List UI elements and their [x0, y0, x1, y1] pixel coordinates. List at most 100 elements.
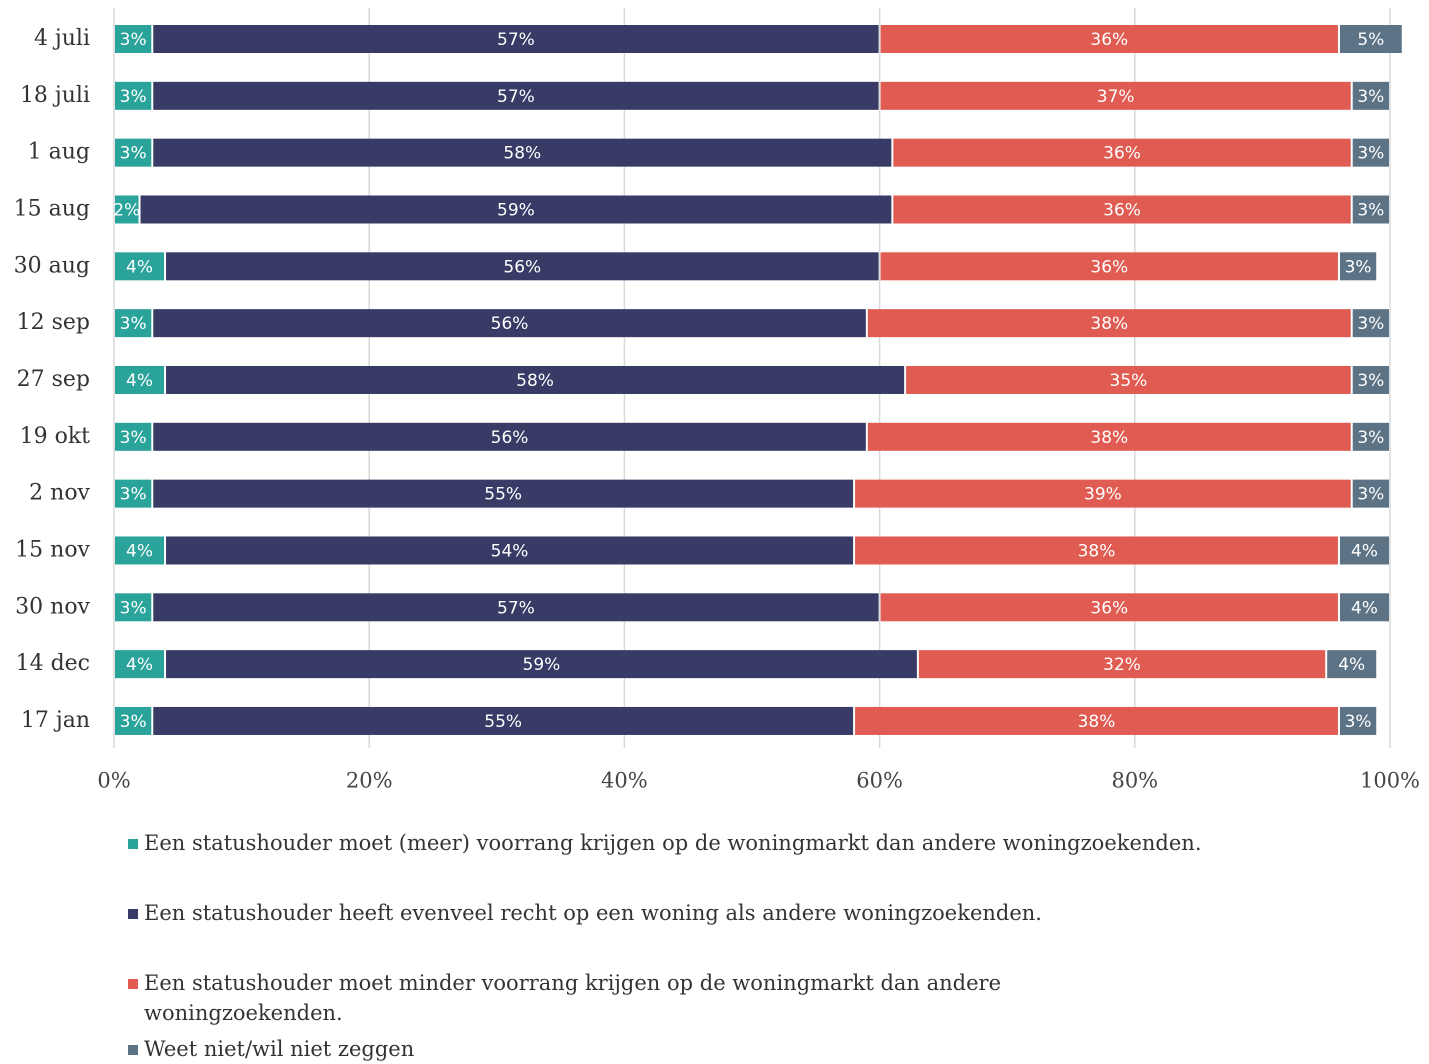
bar-segment [1339, 252, 1377, 281]
data-label: 32% [1103, 655, 1141, 675]
bar-segment [1352, 138, 1389, 167]
y-tick-label: 18 juli [20, 83, 90, 108]
data-label: 56% [503, 257, 541, 277]
bar-segment [115, 365, 165, 394]
bar-segment [893, 138, 1351, 167]
y-tick-label: 17 jan [21, 708, 90, 733]
data-label: 39% [1084, 485, 1122, 505]
y-tick-label: 27 sep [17, 367, 90, 392]
data-label: 56% [491, 314, 529, 334]
data-label: 4% [1338, 655, 1365, 675]
bar-segment [880, 81, 1351, 110]
legend-item: Weet niet/wil niet zeggen [128, 1034, 1328, 1064]
bar-segment [115, 422, 152, 451]
bar-segment [867, 422, 1351, 451]
data-label: 36% [1103, 144, 1141, 164]
data-label: 3% [1345, 712, 1372, 732]
data-label: 3% [120, 144, 147, 164]
bar-segment [1352, 365, 1389, 394]
bar-segment [115, 138, 152, 167]
data-label: 3% [120, 712, 147, 732]
data-label: 3% [120, 428, 147, 448]
bar-segment [1339, 593, 1389, 622]
data-label: 5% [1357, 30, 1384, 50]
bar-segment [115, 536, 165, 565]
bar-segment [153, 25, 879, 53]
data-label: 57% [497, 87, 535, 107]
y-tick-label: 15 aug [14, 196, 90, 221]
bar-segment [115, 593, 152, 622]
bar-segment [115, 25, 152, 53]
bar-segment [880, 25, 1338, 53]
bar-segment [115, 195, 139, 224]
bar-segment [153, 422, 866, 451]
data-label: 59% [497, 200, 535, 220]
y-tick-label: 1 aug [28, 140, 90, 165]
bar-segment [115, 81, 152, 110]
legend-label: Een statushouder moet (meer) voorrang kr… [144, 831, 1202, 855]
bar-segment [115, 252, 165, 281]
bar-segment [855, 706, 1338, 735]
data-label: 55% [484, 712, 522, 732]
bar-segment [153, 593, 879, 622]
legend-swatch [128, 1045, 138, 1055]
data-label: 56% [491, 428, 529, 448]
bar-segment [1339, 25, 1402, 53]
bar-segment [166, 252, 879, 281]
x-tick-label: 80% [1111, 769, 1158, 793]
y-tick-label: 15 nov [15, 537, 90, 562]
bar-segment [893, 195, 1351, 224]
data-label: 57% [497, 598, 535, 618]
data-label: 3% [120, 30, 147, 50]
data-label: 4% [126, 257, 153, 277]
bar-segment [115, 309, 152, 338]
data-label: 36% [1090, 30, 1128, 50]
x-tick-label: 20% [346, 769, 393, 793]
x-tick-label: 100% [1360, 769, 1420, 793]
data-label: 38% [1078, 712, 1116, 732]
data-label: 38% [1078, 541, 1116, 561]
bar-segment [918, 650, 1326, 679]
bar-segment [1352, 81, 1389, 110]
data-label: 3% [120, 598, 147, 618]
data-label: 36% [1090, 598, 1128, 618]
data-label: 4% [1351, 541, 1378, 561]
bar-segment [880, 593, 1338, 622]
data-label: 4% [126, 655, 153, 675]
bar-segment [166, 650, 917, 679]
data-label: 4% [126, 371, 153, 391]
data-label: 3% [120, 314, 147, 334]
y-tick-label: 30 aug [14, 253, 90, 278]
legend-swatch [128, 909, 138, 919]
data-label: 36% [1103, 200, 1141, 220]
y-tick-label: 4 juli [34, 26, 90, 51]
data-label: 3% [1357, 200, 1384, 220]
data-label: 58% [516, 371, 554, 391]
data-label: 3% [120, 87, 147, 107]
y-tick-label: 12 sep [17, 310, 90, 335]
data-label: 38% [1090, 428, 1128, 448]
data-label: 3% [1357, 87, 1384, 107]
legend-item: Een statushouder moet minder voorrang kr… [128, 968, 1108, 1028]
bar-segment [153, 479, 854, 508]
data-label: 4% [1351, 598, 1378, 618]
data-label: 35% [1110, 371, 1148, 391]
data-label: 3% [120, 485, 147, 505]
bar-segment [867, 309, 1351, 338]
bar-segment [166, 365, 905, 394]
bar-segment [115, 479, 152, 508]
legend-label: Weet niet/wil niet zeggen [144, 1037, 415, 1061]
data-label: 3% [1357, 371, 1384, 391]
x-tick-label: 60% [856, 769, 903, 793]
bar-segment [1352, 309, 1389, 338]
data-label: 3% [1357, 428, 1384, 448]
bar-segment [1352, 195, 1389, 224]
bar-segment [153, 81, 879, 110]
bar-segment [1339, 706, 1377, 735]
bar-segment [855, 536, 1338, 565]
bar-segment [1339, 536, 1389, 565]
bar-segment [140, 195, 892, 224]
bar-segment [115, 650, 165, 679]
x-tick-label: 40% [601, 769, 648, 793]
